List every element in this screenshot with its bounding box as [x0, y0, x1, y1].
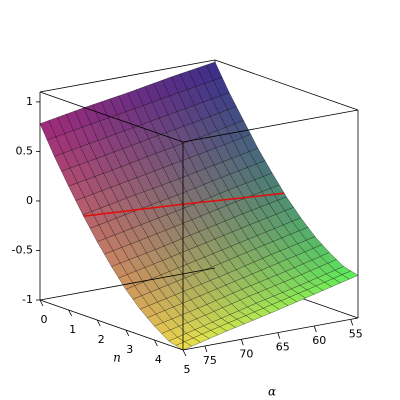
x-tick-label: 0 [41, 313, 48, 326]
x-tick [154, 339, 158, 347]
x-tick-label: 2 [98, 333, 105, 346]
z-tick-label: -1 [22, 293, 33, 306]
box-edge [39, 299, 184, 351]
x-tick [96, 319, 101, 327]
box-edge [182, 109, 359, 143]
x-tick-label: 5 [184, 363, 191, 376]
y-tick [313, 325, 317, 333]
x-tick [68, 309, 72, 317]
x-tick [182, 349, 187, 357]
x-tick-label: 1 [69, 323, 76, 336]
y-tick-label: 75 [203, 354, 217, 367]
y-tick-label: 70 [239, 347, 253, 360]
box-edge [39, 91, 184, 143]
z-tick-label: 0 [26, 194, 33, 207]
box-edge [182, 317, 359, 351]
box-edge [39, 59, 216, 93]
y-tick [204, 345, 208, 353]
z-tick-label: 0.5 [16, 144, 34, 157]
z-tick-label: 1 [26, 95, 33, 108]
y-tick-label: 65 [276, 341, 290, 354]
y-tick-label: 55 [349, 327, 363, 340]
box-edge [39, 267, 216, 301]
y-axis-label: α [268, 385, 276, 399]
x-tick-label: 3 [126, 343, 133, 356]
y-tick [277, 332, 281, 339]
x-tick-label: 4 [155, 353, 162, 366]
x-axis-label: n [113, 351, 121, 365]
y-tick [350, 319, 354, 326]
y-tick [240, 339, 244, 346]
y-tick-label: 60 [312, 334, 326, 347]
z-tick-label: -0.5 [12, 243, 33, 256]
x-tick [39, 299, 44, 307]
x-tick [125, 329, 130, 337]
box-edge [214, 59, 359, 111]
surface [39, 61, 359, 351]
